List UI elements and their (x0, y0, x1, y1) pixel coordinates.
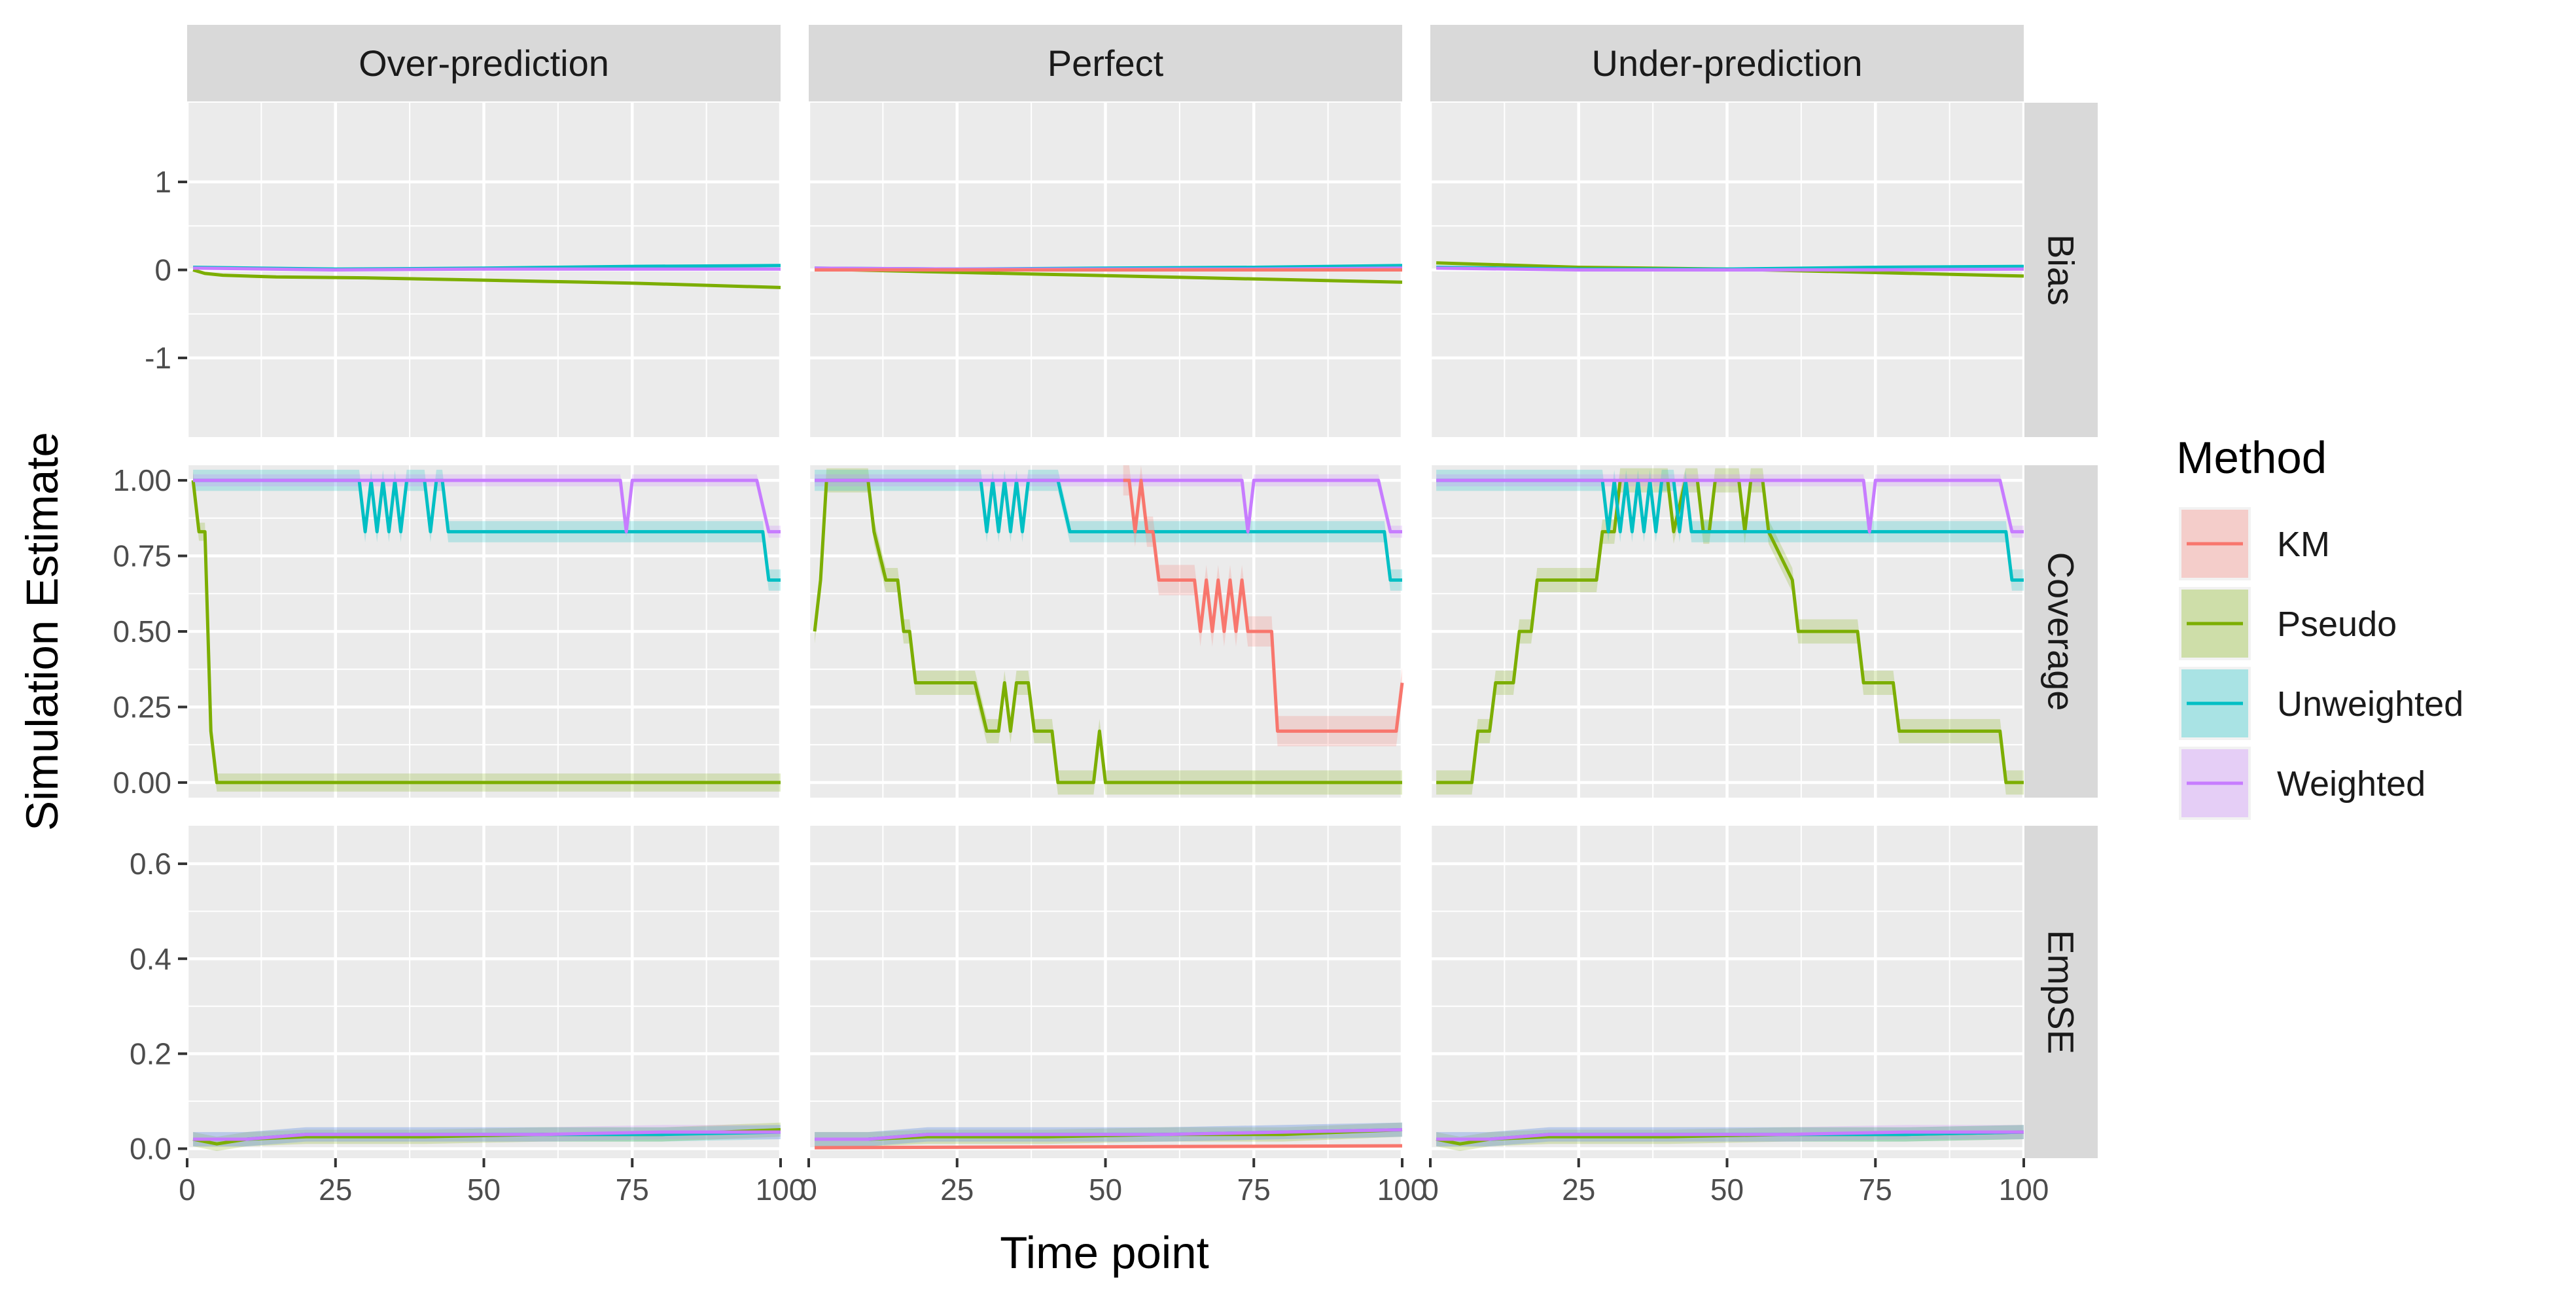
row-strip-label: Bias (2040, 234, 2081, 306)
y-tick-label: 1.00 (113, 463, 171, 497)
ribbon-km (1123, 465, 1402, 747)
y-tick-label: 1 (154, 165, 171, 199)
series-line-weighted-coverage-under-prediction (1436, 478, 2024, 534)
x-tick-label: 75 (1237, 1173, 1271, 1207)
x-tick-label: 25 (1562, 1173, 1595, 1207)
column-strip-perfect (809, 25, 1402, 101)
legend-title: Method (2176, 433, 2327, 483)
column-strip-label: Over-prediction (359, 43, 609, 84)
series-line-pseudo-coverage-perfect (813, 478, 1402, 785)
series-line-weighted-empse-over-prediction (193, 1130, 781, 1141)
y-tick-label: 0.6 (130, 847, 171, 881)
column-strip-label: Under-prediction (1592, 43, 1863, 84)
y-tick-label: 0.0 (130, 1132, 171, 1166)
x-tick-label: 0 (1422, 1173, 1439, 1207)
x-tick-label: 100 (1999, 1173, 2049, 1207)
y-tick-label: 0.4 (130, 942, 171, 976)
legend-label-weighted: Weighted (2277, 764, 2426, 804)
x-tick-label: 50 (1710, 1173, 1744, 1207)
legend-label-km: KM (2277, 525, 2330, 564)
x-tick-label: 100 (756, 1173, 806, 1207)
x-tick-label: 25 (940, 1173, 974, 1207)
series-line-pseudo-coverage-under-prediction (1436, 478, 2024, 785)
x-tick-label: 50 (1089, 1173, 1122, 1207)
row-strip-coverage (2024, 465, 2098, 798)
x-axis-title: Time point (1000, 1228, 1209, 1278)
x-tick-label: 25 (319, 1173, 352, 1207)
row-strip-empse (2024, 826, 2098, 1158)
series-line-weighted-bias-under-prediction (1436, 266, 2024, 272)
legend-label-pseudo: Pseudo (2277, 605, 2397, 644)
series-line-pseudo-coverage-over-prediction (191, 480, 781, 785)
column-strip-label: Perfect (1048, 43, 1164, 84)
x-tick-label: 0 (800, 1173, 817, 1207)
y-tick-label: 0.2 (130, 1036, 171, 1070)
series-line-weighted-bias-over-prediction (193, 266, 781, 272)
row-strip-bias (2024, 103, 2098, 437)
row-strip-label: Coverage (2040, 552, 2081, 711)
y-axis-title: Simulation Estimate (17, 432, 67, 831)
series-line-km-empse-perfect (815, 1144, 1403, 1150)
series-line-weighted-empse-under-prediction (1436, 1130, 2024, 1141)
legend-label-unweighted: Unweighted (2277, 684, 2463, 724)
y-tick-label: 0.75 (113, 539, 171, 573)
series-line-pseudo-bias-over-prediction (192, 268, 781, 289)
row-strip-label: EmpSE (2040, 930, 2081, 1054)
x-tick-label: 50 (467, 1173, 501, 1207)
y-tick-label: 0.00 (113, 766, 171, 800)
x-tick-label: 0 (179, 1173, 196, 1207)
y-tick-label: -1 (145, 341, 171, 375)
series-line-weighted-coverage-over-prediction (193, 478, 781, 534)
y-tick-label: 0 (154, 253, 171, 287)
y-tick-label: 0.50 (113, 614, 171, 648)
series-line-weighted-coverage-perfect (815, 478, 1402, 534)
column-strip-under-prediction (1430, 25, 2024, 101)
column-strip-over-prediction (187, 25, 781, 101)
x-tick-label: 75 (616, 1173, 649, 1207)
x-tick-label: 100 (1377, 1173, 1428, 1207)
y-tick-label: 0.25 (113, 690, 171, 724)
series-line-weighted-empse-perfect (815, 1128, 1403, 1141)
series-line-km-coverage-perfect (1123, 478, 1404, 733)
series-line-unweighted-coverage-over-prediction (193, 478, 781, 582)
x-tick-label: 75 (1859, 1173, 1892, 1207)
